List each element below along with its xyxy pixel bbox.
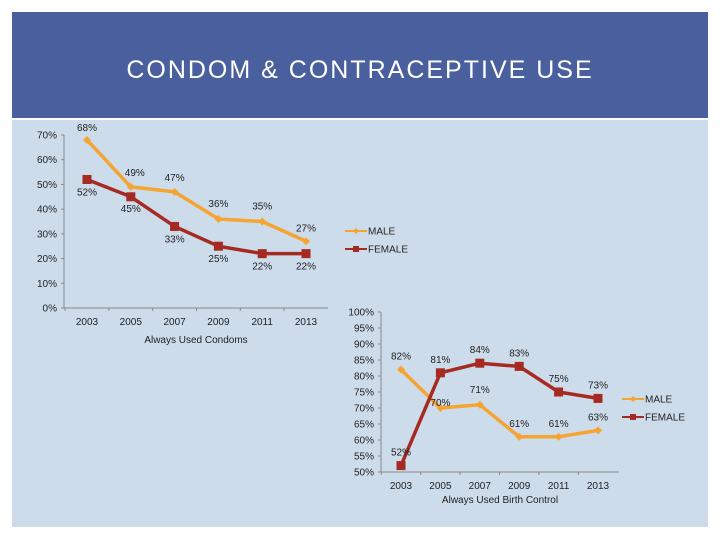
data-point-male (126, 182, 135, 191)
legend-marker (630, 396, 636, 402)
data-label: 61% (509, 419, 529, 430)
y-tick-label: 0% (43, 304, 58, 315)
data-label: 22% (296, 262, 316, 273)
x-tick-label: 2003 (76, 317, 99, 328)
series-line-male (399, 368, 599, 439)
data-point-female (475, 358, 485, 368)
legend-marker (353, 246, 359, 252)
data-label: 84% (470, 345, 490, 356)
series-line-female (86, 177, 306, 256)
y-tick-label: 75% (354, 388, 374, 399)
y-tick-label: 95% (354, 324, 374, 335)
y-tick-label: 50% (37, 180, 57, 191)
y-tick-label: 100% (348, 308, 374, 319)
data-point-male (83, 135, 91, 144)
y-tick-label: 50% (354, 468, 374, 479)
x-tick-label: 2011 (251, 317, 273, 328)
data-point-male (554, 432, 563, 441)
data-point-female (257, 249, 267, 259)
data-point-male (214, 215, 223, 224)
data-point-female (514, 361, 524, 371)
x-tick-label: 2009 (508, 481, 531, 492)
data-label: 71% (470, 385, 490, 396)
data-point-female (126, 192, 136, 202)
data-point-male (436, 404, 445, 412)
data-label: 45% (121, 204, 141, 215)
data-point-female (396, 461, 406, 471)
data-label: 63% (588, 412, 608, 423)
series-line-male (85, 138, 307, 243)
slide-header: CONDOM & CONTRACEPTIVE USE (12, 12, 708, 118)
legend-label: FEMALE (368, 245, 408, 256)
data-label: 81% (430, 355, 450, 366)
data-point-male (475, 400, 484, 409)
x-tick-label: 2005 (429, 481, 452, 492)
y-tick-label: 80% (354, 372, 374, 383)
legend-marker (630, 414, 636, 420)
x-axis-label: Always Used Condoms (144, 335, 247, 346)
data-label: 47% (165, 173, 185, 184)
data-label: 75% (549, 374, 569, 385)
data-point-male (397, 365, 405, 374)
data-point-female (213, 241, 223, 251)
data-point-female (301, 249, 311, 259)
x-tick-label: 2007 (163, 317, 186, 328)
y-tick-label: 10% (37, 279, 57, 290)
data-point-male (594, 426, 602, 435)
y-tick-label: 55% (354, 452, 374, 463)
legend-label: FEMALE (645, 413, 685, 424)
data-point-female (82, 174, 92, 184)
data-label: 68% (77, 123, 97, 134)
data-label: 61% (549, 419, 569, 430)
x-tick-label: 2011 (548, 481, 570, 492)
y-tick-label: 20% (37, 254, 57, 265)
data-point-male (170, 187, 179, 196)
slide-title: CONDOM & CONTRACEPTIVE USE (126, 56, 594, 84)
data-label: 52% (391, 448, 411, 459)
data-label: 82% (391, 352, 411, 363)
x-tick-label: 2003 (390, 481, 413, 492)
x-tick-label: 2009 (207, 317, 230, 328)
data-label: 36% (208, 199, 228, 210)
x-axis-label: Always Used Birth Control (442, 495, 558, 506)
data-point-male (258, 217, 267, 226)
data-point-female (435, 368, 445, 378)
y-tick-label: 65% (354, 420, 374, 431)
data-label: 49% (125, 168, 145, 179)
legend-marker (353, 228, 359, 234)
y-tick-label: 90% (354, 340, 374, 351)
series-line-female (399, 361, 599, 467)
legend-label: MALE (368, 227, 396, 238)
legend-label: MALE (645, 395, 673, 406)
y-tick-label: 70% (354, 404, 374, 415)
data-label: 27% (296, 223, 316, 234)
data-point-female (554, 387, 564, 397)
x-tick-label: 2005 (120, 317, 143, 328)
y-tick-label: 40% (37, 205, 57, 216)
y-tick-label: 85% (354, 356, 374, 367)
y-tick-label: 70% (37, 131, 57, 142)
data-label: 33% (165, 234, 185, 245)
x-tick-label: 2013 (587, 481, 610, 492)
x-tick-label: 2013 (295, 317, 318, 328)
y-tick-label: 30% (37, 229, 57, 240)
data-label: 22% (252, 262, 272, 273)
data-point-male (302, 237, 310, 246)
data-label: 73% (588, 380, 608, 391)
data-label: 83% (509, 348, 529, 359)
y-tick-label: 60% (37, 155, 57, 166)
data-point-female (170, 221, 180, 231)
data-point-male (515, 432, 524, 441)
x-tick-label: 2007 (469, 481, 492, 492)
y-tick-label: 60% (354, 436, 374, 447)
data-point-female (593, 393, 603, 403)
data-label: 70% (430, 398, 450, 409)
data-label: 52% (77, 187, 97, 198)
data-label: 25% (208, 254, 228, 265)
data-label: 35% (252, 202, 272, 213)
